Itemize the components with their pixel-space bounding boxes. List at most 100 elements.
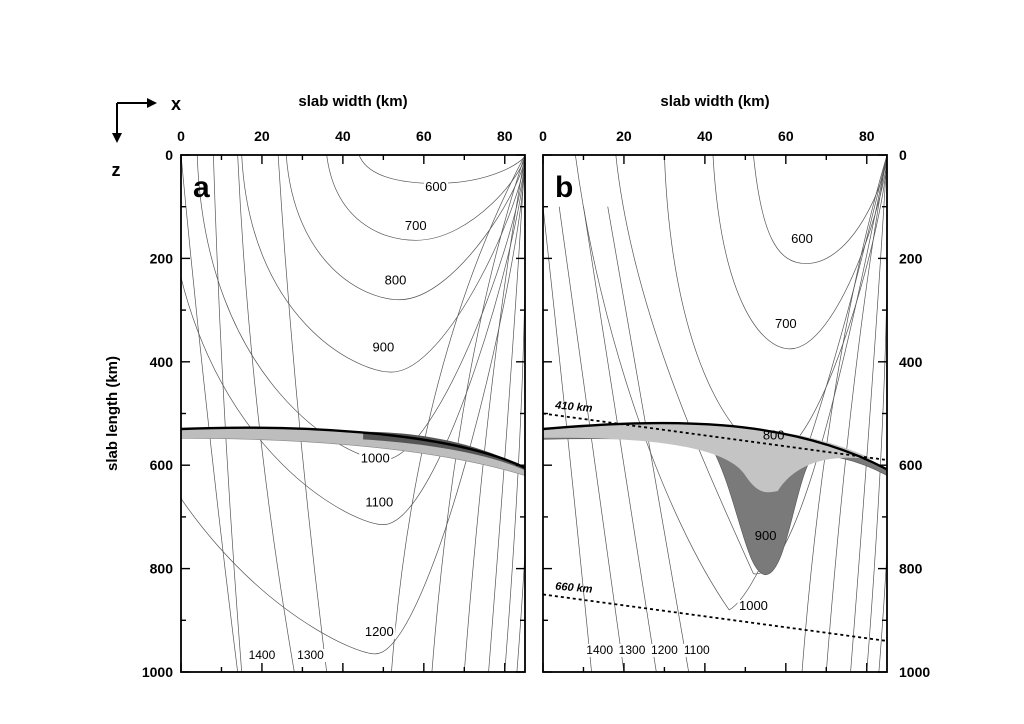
isotherm-steep (558, 206, 625, 672)
isotherm-fan (488, 155, 525, 672)
isotherm-fan (801, 155, 887, 672)
y-tick-label: 800 (899, 561, 923, 577)
contour-label-bg (403, 219, 428, 233)
contour-label-bg (423, 181, 448, 195)
panel-letter: b (555, 171, 573, 204)
isotherm-fan (431, 155, 525, 672)
isotherm-1000 (575, 155, 887, 611)
plot-frame (542, 154, 888, 673)
isotherm-fan (504, 155, 525, 672)
plot-area (181, 155, 525, 672)
isotherm-fan (463, 155, 525, 672)
contour-label: 1100 (684, 643, 710, 657)
depth-label-660: 660 km (555, 580, 593, 595)
y-tick-label: 600 (150, 457, 174, 473)
panel-letter: a (193, 171, 210, 204)
y-tick-label: 200 (150, 250, 174, 266)
x-tick-label: 40 (335, 128, 351, 144)
contour-label-bg (790, 232, 815, 246)
isotherm-fan (866, 155, 887, 672)
isotherm-steep (543, 206, 592, 672)
x-tick-label: 60 (416, 128, 432, 144)
contour-label-bg (371, 341, 396, 355)
y-tick-label: 200 (899, 250, 923, 266)
isotherm-700 (712, 155, 887, 350)
contour-label: 1400 (249, 648, 276, 662)
x-tick-label: 20 (254, 128, 270, 144)
isotherm-steep (583, 206, 657, 672)
phase-boundary (181, 426, 525, 469)
phase-boundary (543, 421, 887, 471)
x-tick-label: 0 (539, 128, 547, 144)
contour-label-bg (773, 318, 798, 332)
y-tick-label: 0 (165, 147, 173, 163)
isotherm-fan (878, 155, 887, 672)
contour-label: 1200 (365, 624, 394, 639)
isotherm-steep (213, 155, 243, 672)
contour-label: 700 (775, 316, 797, 331)
contour-label: 1100 (365, 495, 393, 510)
plot-area (543, 155, 887, 672)
x-axis-label: slab width (km) (298, 93, 407, 110)
isotherm-1000 (196, 155, 525, 461)
y-tick-label: 1000 (899, 664, 930, 680)
y-tick-label: 0 (899, 147, 907, 163)
contour-label: 1300 (619, 643, 646, 657)
depth-line-410 (542, 412, 888, 461)
isotherm-steep (181, 155, 239, 672)
contour-label-bg (648, 643, 681, 657)
x-tick-label: 80 (497, 128, 513, 144)
contour-label: 800 (385, 272, 407, 287)
contour-label-bg (583, 643, 616, 657)
y-tick-label: 400 (150, 354, 174, 370)
contour-label: 600 (791, 231, 813, 246)
contour-label-bg (294, 649, 327, 663)
contour-label-bg (616, 643, 649, 657)
contour-label: 900 (373, 339, 395, 354)
y-tick-label: 600 (899, 457, 923, 473)
contour-label-bg (359, 452, 392, 466)
depth-label-410: 410 km (554, 399, 593, 414)
contour-label: 1000 (361, 451, 390, 466)
isotherm-1100 (181, 155, 525, 526)
metastable-core (543, 423, 875, 493)
contour-label-bg (680, 643, 713, 657)
depth-line-660 (542, 593, 888, 642)
isotherm-1200 (181, 155, 525, 655)
x-axis-key-label: x (171, 94, 181, 114)
y-tick-label: 1000 (142, 664, 173, 680)
isotherm-steep (277, 155, 328, 672)
x-tick-label: 80 (859, 128, 875, 144)
plot-frame (180, 154, 526, 673)
contour-label: 900 (755, 528, 777, 543)
contour-label-bg (363, 625, 396, 639)
isotherm-900 (615, 155, 887, 575)
isotherm-steep (607, 206, 690, 672)
contour-label: 1300 (297, 648, 324, 662)
isotherm-steep (237, 155, 295, 672)
dark-wedge (363, 431, 525, 471)
isotherm-600 (753, 155, 887, 264)
y-tick-label: 800 (150, 561, 174, 577)
contour-label: 600 (425, 179, 447, 194)
isotherm-900 (241, 155, 525, 373)
x-tick-label: 20 (616, 128, 632, 144)
contour-label: 800 (763, 427, 785, 442)
contour-label: 1200 (651, 643, 678, 657)
isotherm-fan (850, 155, 887, 672)
isotherm-800 (285, 155, 525, 301)
x-tick-label: 40 (697, 128, 713, 144)
x-tick-label: 0 (177, 128, 185, 144)
isotherm-800 (664, 155, 887, 456)
isotherm-fan (391, 155, 525, 672)
z-axis-key-label: z (112, 160, 121, 180)
contour-label: 1400 (586, 643, 613, 657)
contour-label-bg (363, 496, 396, 510)
contour-label: 700 (405, 218, 427, 233)
y-tick-label: 400 (899, 354, 923, 370)
y-axis-label: slab length (km) (104, 356, 121, 471)
contour-label-bg (737, 599, 770, 613)
